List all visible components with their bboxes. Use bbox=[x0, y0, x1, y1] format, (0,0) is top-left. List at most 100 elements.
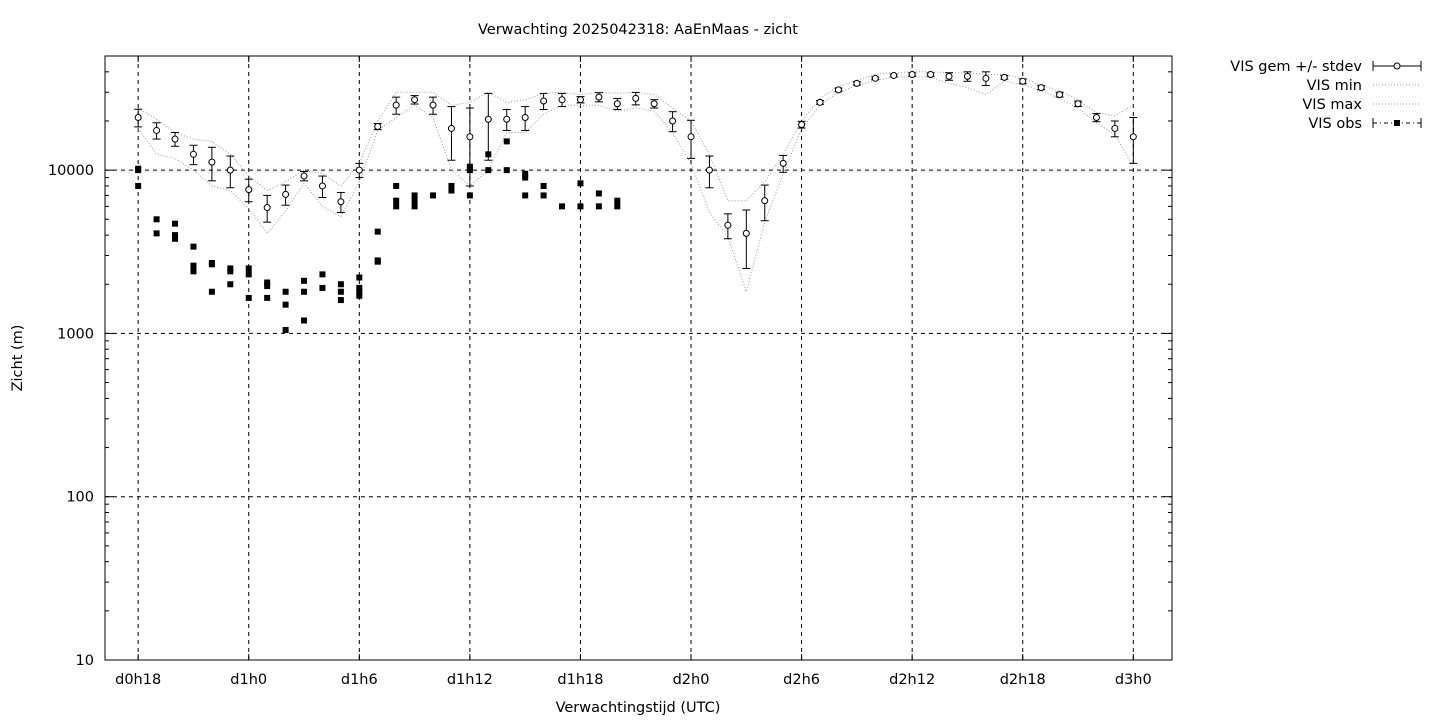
vis-gem-point bbox=[613, 100, 621, 108]
legend-label-min: VIS min bbox=[1307, 78, 1362, 94]
vis-obs-point bbox=[282, 326, 289, 333]
vis-gem-point bbox=[337, 198, 345, 206]
vis-obs-point bbox=[559, 203, 566, 210]
vis-obs-point bbox=[264, 294, 271, 301]
vis-obs-point bbox=[282, 301, 289, 308]
vis-gem-point bbox=[1111, 124, 1119, 132]
y-tick-label: 10 bbox=[76, 653, 94, 669]
vis-obs-point bbox=[577, 203, 584, 210]
plot-area bbox=[104, 55, 1173, 661]
errorbar-circle-icon bbox=[1372, 61, 1422, 71]
vis-gem-point bbox=[521, 114, 529, 122]
vis-obs-point bbox=[522, 170, 529, 177]
vis-gem-point bbox=[1000, 73, 1008, 81]
vis-gem-point bbox=[576, 96, 584, 104]
vis-obs-point bbox=[227, 268, 234, 275]
vis-obs-point bbox=[393, 197, 400, 204]
vis-gem-point bbox=[392, 101, 400, 109]
plot-frame bbox=[104, 55, 1173, 661]
vis-obs-point bbox=[448, 187, 455, 194]
grid bbox=[105, 56, 1172, 660]
vis-gem-point bbox=[687, 133, 695, 141]
vis-obs-point bbox=[540, 192, 547, 199]
vis-gem-point bbox=[429, 101, 437, 109]
vis-gem-point bbox=[853, 79, 861, 87]
vis-gem-point bbox=[945, 72, 953, 80]
vis-obs-point bbox=[264, 279, 271, 286]
y-axis-label: Zicht (m) bbox=[10, 325, 26, 392]
vis-obs-point bbox=[227, 281, 234, 288]
vis-gem-point bbox=[1074, 100, 1082, 108]
vis-gem-point bbox=[816, 98, 824, 106]
vis-obs-point bbox=[466, 192, 473, 199]
vis-gem-point bbox=[484, 115, 492, 123]
vis-obs-point bbox=[503, 167, 510, 174]
vis-gem-point bbox=[669, 117, 677, 125]
series-layer bbox=[134, 71, 1138, 333]
vis-gem-point bbox=[890, 71, 898, 79]
y-tick-label: 10000 bbox=[48, 163, 94, 179]
vis-obs-point bbox=[319, 284, 326, 291]
vis-obs-point bbox=[485, 167, 492, 174]
x-tick-label: d1h6 bbox=[341, 672, 378, 688]
vis-gem-point bbox=[355, 166, 363, 174]
vis-obs-point bbox=[356, 274, 363, 281]
x-tick-label: d1h0 bbox=[230, 672, 267, 688]
vis-gem-point bbox=[779, 159, 787, 167]
vis-gem-point bbox=[1056, 91, 1064, 99]
vis-gem-point bbox=[632, 94, 640, 102]
vis-gem-point bbox=[411, 96, 419, 104]
legend-label-obs: VIS obs bbox=[1308, 116, 1362, 132]
vis-gem-point bbox=[871, 74, 879, 82]
vis-gem-point bbox=[245, 186, 253, 194]
vis-gem-point bbox=[466, 133, 474, 141]
vis-min-line bbox=[137, 75, 1134, 294]
vis-gem-point bbox=[282, 190, 290, 198]
vis-obs-point bbox=[374, 228, 381, 235]
vis-obs-point bbox=[245, 294, 252, 301]
vis-gem-point bbox=[134, 114, 142, 122]
x-tick-label: d0h18 bbox=[115, 672, 161, 688]
vis-gem-point bbox=[263, 204, 271, 212]
vis-obs-point bbox=[393, 182, 400, 189]
x-tick-label: d2h18 bbox=[1000, 672, 1046, 688]
vis-gem-point bbox=[908, 71, 916, 79]
vis-max-line bbox=[137, 71, 1134, 202]
vis-gem-point bbox=[1037, 84, 1045, 92]
vis-obs-point bbox=[595, 190, 602, 197]
vis-obs-point bbox=[356, 292, 363, 299]
vis-gem-point bbox=[503, 115, 511, 123]
x-tick-label: d2h0 bbox=[673, 672, 710, 688]
vis-gem-point bbox=[208, 158, 216, 166]
vis-obs-point bbox=[430, 192, 437, 199]
vis-obs-point bbox=[301, 277, 308, 284]
vis-obs-point bbox=[411, 192, 418, 199]
vis-gem-point bbox=[705, 166, 713, 174]
vis-obs-point bbox=[337, 288, 344, 295]
vis-gem-point bbox=[1129, 133, 1137, 141]
vis-obs-point bbox=[245, 271, 252, 278]
vis-gem-point bbox=[595, 93, 603, 101]
legend-label-max: VIS max bbox=[1302, 97, 1362, 113]
x-tick-label: d2h12 bbox=[889, 672, 935, 688]
vis-obs-point bbox=[153, 230, 160, 237]
vis-obs-point bbox=[301, 288, 308, 295]
legend-label-gem: VIS gem +/- stdev bbox=[1230, 59, 1362, 75]
vis-gem-point bbox=[724, 221, 732, 229]
vis-obs-point bbox=[337, 281, 344, 288]
vis-obs-point bbox=[282, 288, 289, 295]
y-tick-label: 1000 bbox=[57, 326, 94, 342]
axis-ticks bbox=[105, 55, 1172, 661]
vis-obs-point bbox=[411, 203, 418, 210]
vis-obs-point bbox=[356, 284, 363, 291]
vis-gem-point bbox=[558, 96, 566, 104]
vis-obs-point bbox=[540, 182, 547, 189]
vis-gem-point bbox=[761, 197, 769, 205]
vis-obs-point bbox=[614, 197, 621, 204]
vis-obs-point bbox=[264, 283, 271, 290]
vis-obs-point bbox=[374, 258, 381, 265]
vis-obs-point bbox=[135, 167, 142, 174]
vis-gem-point bbox=[300, 172, 308, 180]
legend: VIS gem +/- stdev VIS min VIS max VIS ob… bbox=[1230, 59, 1422, 132]
